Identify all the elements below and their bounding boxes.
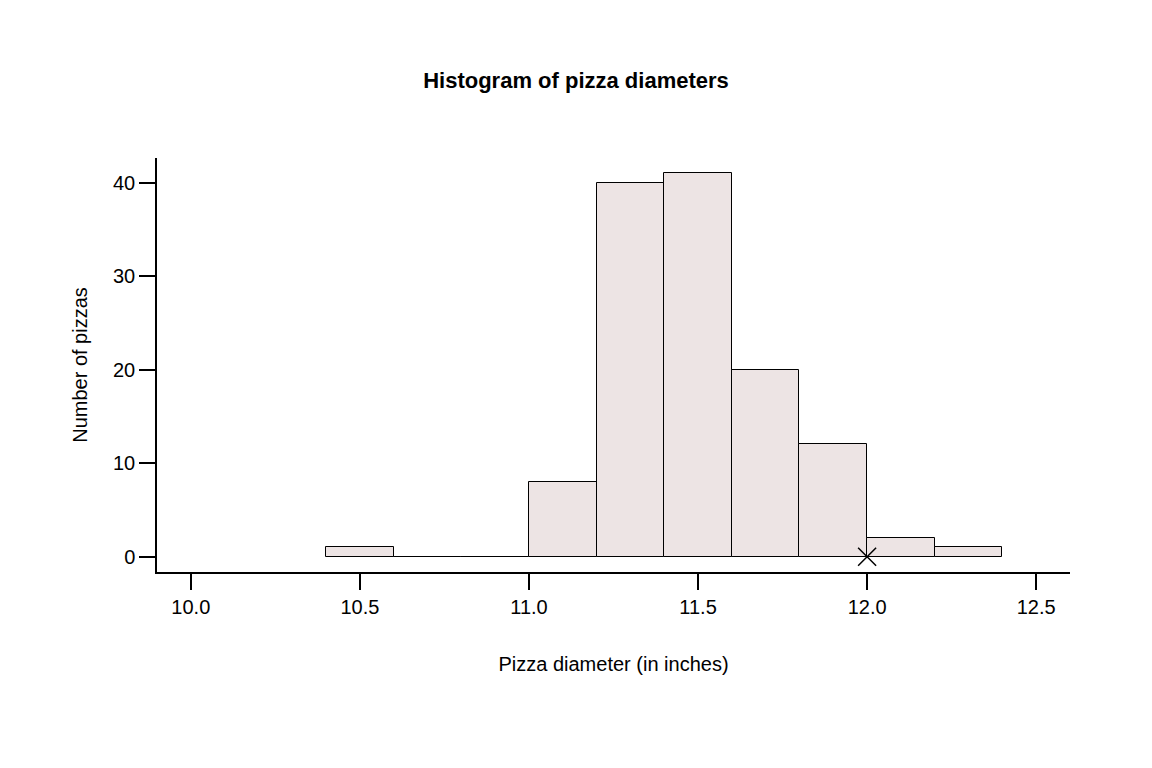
svg-text:Number of pizzas: Number of pizzas — [69, 287, 91, 443]
svg-text:0: 0 — [124, 546, 135, 568]
svg-text:Histogram of pizza diameters: Histogram of pizza diameters — [423, 68, 729, 93]
svg-text:11.5: 11.5 — [679, 596, 716, 618]
svg-text:10: 10 — [113, 452, 135, 474]
svg-text:12.0: 12.0 — [848, 596, 887, 618]
svg-text:10.0: 10.0 — [171, 596, 210, 618]
svg-text:40: 40 — [113, 172, 135, 194]
svg-text:30: 30 — [113, 265, 135, 287]
svg-text:10.5: 10.5 — [340, 596, 379, 618]
svg-text:20: 20 — [113, 359, 135, 381]
svg-text:12.5: 12.5 — [1017, 596, 1056, 618]
svg-text:Pizza diameter (in inches): Pizza diameter (in inches) — [498, 653, 728, 675]
svg-text:11.0: 11.0 — [510, 596, 547, 618]
